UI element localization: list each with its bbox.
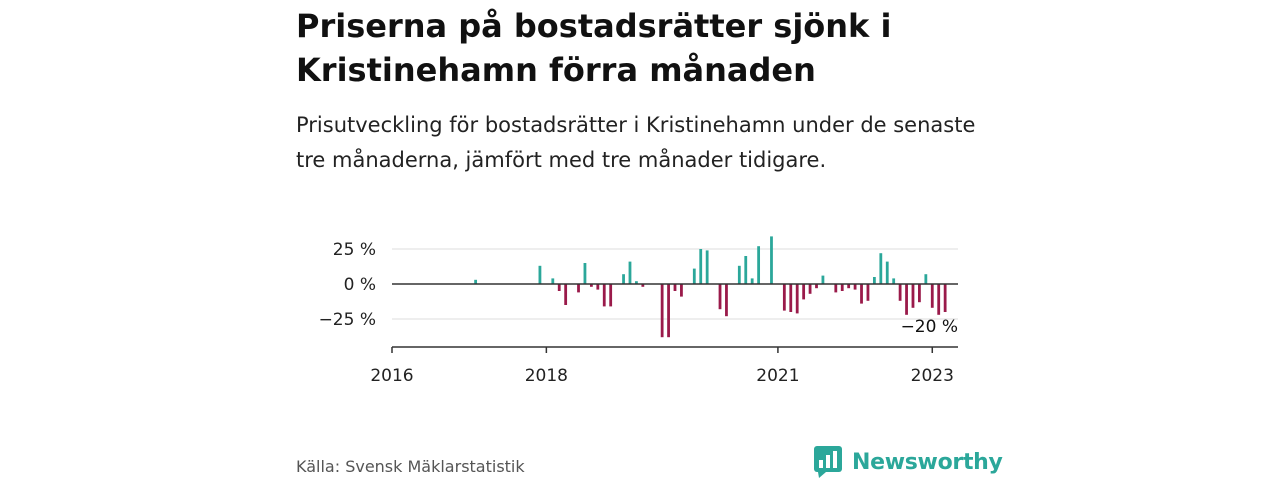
bar <box>589 284 593 287</box>
bar <box>802 284 806 300</box>
bar <box>660 284 664 338</box>
bar <box>898 284 902 301</box>
bar <box>596 284 600 290</box>
bar <box>815 284 818 289</box>
bar <box>911 284 915 308</box>
bar-chart-speech-bubble-icon <box>814 446 842 478</box>
grid-lines <box>392 248 958 320</box>
labels: 25 % 0 % −25 % 2016 2018 2021 2023 −20 % <box>319 240 958 386</box>
chart-subtitle: Prisutveckling för bostadsrätter i Krist… <box>296 113 976 172</box>
bar <box>705 250 709 284</box>
bar <box>924 274 928 284</box>
bar <box>937 284 941 315</box>
bar <box>557 284 561 291</box>
bar <box>622 274 625 284</box>
bar <box>538 265 542 284</box>
bar <box>609 284 613 307</box>
bar <box>808 284 812 294</box>
bar <box>744 256 748 284</box>
bar <box>641 284 645 287</box>
brand-logo[interactable]: Newsworthy <box>814 446 1003 478</box>
bar <box>872 277 876 284</box>
bar <box>667 284 670 338</box>
x-tick-label: 2016 <box>370 366 413 386</box>
x-tick-label: 2018 <box>525 366 568 386</box>
bar <box>853 284 857 290</box>
bar <box>879 253 883 284</box>
source-note: Källa: Svensk Mäklarstatistik <box>296 457 525 476</box>
bar <box>583 263 587 284</box>
bar <box>577 284 580 293</box>
bars <box>474 236 947 338</box>
bar <box>834 284 838 293</box>
bar <box>866 284 870 301</box>
bar <box>860 284 863 304</box>
bar <box>847 284 851 289</box>
bar <box>757 246 761 284</box>
bar <box>628 261 632 284</box>
bar <box>782 284 786 311</box>
bar <box>474 279 478 284</box>
bar <box>718 284 722 310</box>
bar <box>750 278 754 284</box>
bar <box>699 249 703 284</box>
y-tick-label: 0 % <box>344 275 376 295</box>
bar <box>725 284 728 317</box>
bar <box>770 236 773 284</box>
bar <box>692 268 696 284</box>
bar <box>840 284 844 291</box>
x-tick-label: 2021 <box>756 366 799 386</box>
bar <box>821 275 825 284</box>
last-value-label: −20 % <box>901 317 958 337</box>
axes <box>391 283 958 353</box>
bar <box>892 278 896 284</box>
bar <box>602 284 606 307</box>
x-tick-label: 2023 <box>911 366 954 386</box>
y-tick-label: −25 % <box>319 310 376 330</box>
bar <box>943 284 947 312</box>
bar <box>905 284 908 315</box>
bar <box>930 284 934 308</box>
bar <box>564 284 568 305</box>
bar <box>885 261 889 284</box>
bar <box>918 284 921 303</box>
chart-title: Priserna på bostadsrätter sjönk i Kristi… <box>296 7 892 89</box>
bar <box>551 278 555 284</box>
bar <box>673 284 677 291</box>
bar <box>680 284 683 297</box>
bar <box>795 284 799 314</box>
bar <box>737 265 741 284</box>
brand-name: Newsworthy <box>852 449 1003 475</box>
y-tick-label: 25 % <box>333 240 376 260</box>
bar <box>635 281 638 284</box>
bar <box>789 284 793 312</box>
